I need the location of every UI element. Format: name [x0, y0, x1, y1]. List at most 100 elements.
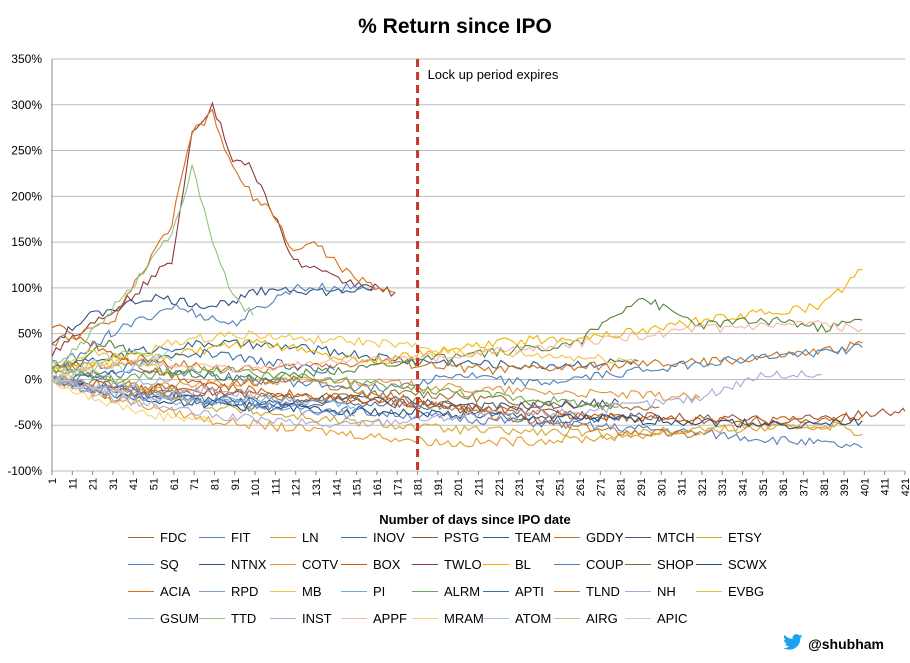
- legend-label: MB: [302, 583, 322, 599]
- x-tick-label: 81: [209, 478, 221, 490]
- x-tick-label: 261: [575, 478, 587, 496]
- series-line-gddy: [51, 340, 863, 376]
- legend-item-gsum: GSUM: [128, 609, 199, 627]
- y-tick-label: 100%: [11, 281, 42, 295]
- legend-swatch: [696, 563, 722, 565]
- legend-swatch: [412, 617, 438, 619]
- legend-swatch: [199, 617, 225, 619]
- y-tick-label: 50%: [18, 327, 42, 341]
- series-line-evbg: [51, 348, 172, 374]
- legend-item-pi: PI: [341, 582, 385, 600]
- lockup-annotation: Lock up period expires: [428, 67, 559, 82]
- x-tick-label: 331: [717, 478, 729, 496]
- legend-label: ETSY: [728, 529, 762, 545]
- legend-label: EVBG: [728, 583, 765, 599]
- series-line-box: [51, 324, 863, 426]
- legend-item-coup: COUP: [554, 555, 624, 573]
- x-tick-label: 421: [900, 478, 910, 496]
- legend-item-mtch: MTCH: [625, 528, 695, 546]
- legend-swatch: [483, 590, 509, 592]
- legend-label: ACIA: [160, 583, 191, 599]
- x-tick-label: 271: [595, 478, 607, 496]
- y-tick-label: 350%: [11, 52, 42, 66]
- legend-item-mb: MB: [270, 582, 322, 600]
- legend-item-airg: AIRG: [554, 609, 618, 627]
- legend-swatch: [554, 617, 580, 619]
- x-tick-label: 411: [880, 478, 892, 496]
- x-tick-label: 401: [859, 478, 871, 496]
- x-tick-label: 131: [311, 478, 323, 496]
- series-line-etsy: [51, 359, 843, 440]
- legend-item-apti: APTI: [483, 582, 544, 600]
- x-tick-label: 41: [128, 478, 140, 490]
- legend-item-atom: ATOM: [483, 609, 551, 627]
- legend-label: COUP: [586, 556, 624, 572]
- legend-label: ATOM: [515, 610, 552, 626]
- legend-label: BOX: [373, 556, 401, 572]
- series-line-acia: [51, 108, 396, 347]
- legend-swatch: [270, 536, 296, 538]
- twitter-bird-icon: [783, 634, 803, 653]
- series-line-appf: [51, 319, 863, 384]
- legend-item-apic: APIC: [625, 609, 687, 627]
- series-line-atom: [51, 349, 173, 381]
- legend-swatch: [270, 590, 296, 592]
- legend-item-acia: ACIA: [128, 582, 190, 600]
- x-tick-label: 71: [189, 478, 201, 490]
- y-tick-label: 200%: [11, 189, 42, 203]
- legend-swatch: [270, 563, 296, 565]
- author-handle: @shubham: [808, 635, 884, 652]
- legend-swatch: [199, 563, 225, 565]
- series-line-ntnx: [51, 284, 376, 345]
- x-tick-label: 291: [636, 478, 648, 496]
- x-tick-label: 381: [819, 478, 831, 496]
- y-tick-label: 150%: [11, 235, 42, 249]
- legend-label: SQ: [160, 556, 179, 572]
- legend-swatch: [128, 617, 154, 619]
- legend-swatch: [554, 563, 580, 565]
- legend-swatch: [199, 536, 225, 538]
- series-line-shop: [51, 297, 863, 383]
- legend-swatch: [199, 590, 225, 592]
- legend-item-shop: SHOP: [625, 555, 694, 573]
- legend-label: GSUM: [160, 610, 199, 626]
- legend-item-fit: FIT: [199, 528, 251, 546]
- legend-swatch: [341, 563, 367, 565]
- series-line-scwx: [51, 375, 863, 430]
- series-line-coup: [51, 282, 376, 369]
- legend-label: TEAM: [515, 529, 552, 545]
- series-line-apic: [51, 379, 132, 402]
- x-tick-label: 351: [758, 478, 770, 496]
- series-line-inst: [52, 375, 274, 401]
- series-line-tlnd: [51, 375, 701, 439]
- legend-label: APIC: [657, 610, 688, 626]
- legend-item-sq: SQ: [128, 555, 179, 573]
- x-tick-label: 151: [352, 478, 364, 496]
- x-tick-label: 121: [291, 478, 303, 496]
- x-tick-label: 201: [453, 478, 465, 496]
- legend-item-tlnd: TLND: [554, 582, 620, 600]
- x-tick-label: 251: [555, 478, 567, 496]
- legend-label: BL: [515, 556, 531, 572]
- x-tick-label: 231: [514, 478, 526, 496]
- series-lines: [51, 101, 906, 449]
- series-line-rpd: [51, 377, 355, 420]
- x-tick-labels: 1 11 21 31 41 51 61 71 81 91 101 111 121 131 141 151 161…: [47, 471, 910, 496]
- legend-swatch: [696, 536, 722, 538]
- legend-swatch: [554, 590, 580, 592]
- y-tick-labels: -100% -50% 0% 50% 100% 150% 200% 250% 300% 350%: [7, 52, 42, 478]
- legend-label: TTD: [231, 610, 257, 626]
- x-tick-label: 221: [494, 478, 506, 496]
- x-tick-label: 21: [88, 478, 100, 490]
- legend-item-nh: NH: [625, 582, 676, 600]
- legend-swatch: [412, 563, 438, 565]
- legend-item-scwx: SCWX: [696, 555, 767, 573]
- legend-item-ln: LN: [270, 528, 319, 546]
- x-tick-label: 301: [656, 478, 668, 496]
- legend-item-alrm: ALRM: [412, 582, 480, 600]
- legend-swatch: [483, 617, 509, 619]
- legend-label: SCWX: [728, 556, 767, 572]
- x-tick-label: 101: [250, 478, 262, 496]
- x-tick-label: 141: [331, 478, 343, 496]
- series-line-bl: [51, 269, 863, 373]
